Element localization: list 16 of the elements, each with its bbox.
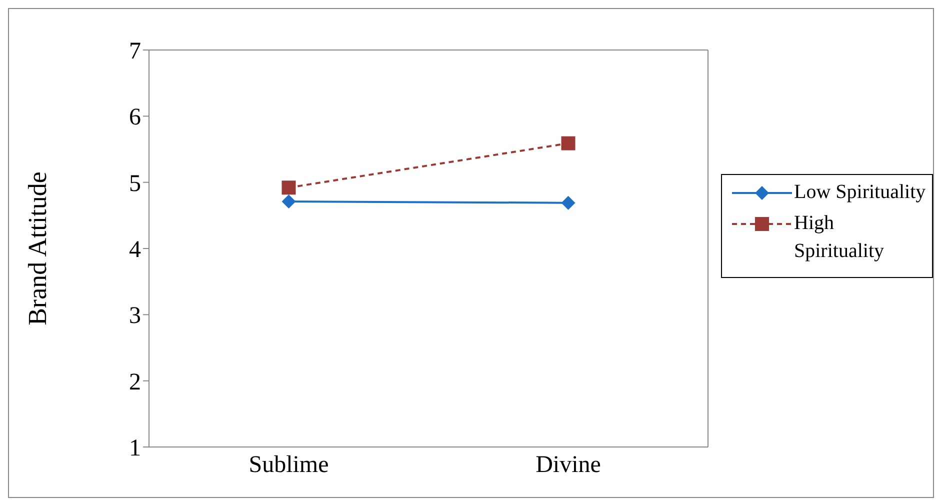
x-tick-label: Divine [536, 452, 601, 478]
point [282, 180, 296, 195]
legend-label: Low Spirituality [794, 180, 926, 205]
y-axis-title: Brand Attitude [23, 172, 52, 326]
point [282, 194, 296, 209]
x-tick-label: Sublime [248, 452, 329, 478]
y-tick-label: 6 [129, 104, 141, 131]
y-tick-label: 2 [129, 369, 141, 396]
point [561, 136, 576, 150]
y-tick-label: 1 [129, 436, 141, 462]
y-tick-label: 4 [129, 237, 141, 264]
y-tick-label: 7 [129, 38, 141, 65]
y-tick-label: 5 [129, 170, 141, 197]
y-tick-label: 3 [129, 303, 141, 330]
point [561, 196, 576, 210]
legend-label: High Spirituality [794, 211, 885, 264]
